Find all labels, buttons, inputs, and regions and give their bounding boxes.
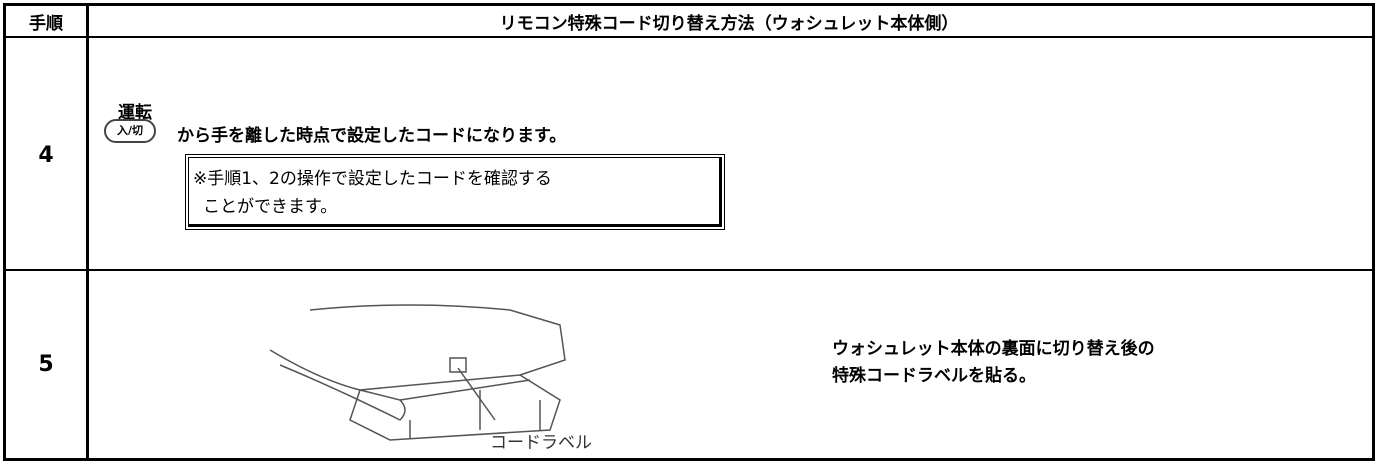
step-text: 特殊コードラベルを貼る。 <box>832 366 1036 386</box>
table-frame <box>3 3 1375 461</box>
button-caption: 運転 <box>118 103 152 123</box>
row-divider <box>3 36 1373 38</box>
column-divider <box>86 3 89 461</box>
illustration <box>269 304 566 441</box>
note-line: ※手順1、2の操作で設定したコードを確認する <box>193 169 552 189</box>
step-number: 5 <box>38 352 54 377</box>
illustration-label: コードラベル <box>490 433 592 453</box>
step-number: 4 <box>38 143 54 168</box>
note-line: ことができます。 <box>203 197 338 217</box>
step-text: から手を離した時点で設定したコードになります。 <box>177 126 567 146</box>
header-title: リモコン特殊コード切り替え方法（ウォシュレット本体側） <box>499 14 959 34</box>
step-text: ウォシュレット本体の裏面に切り替え後の <box>832 339 1155 359</box>
row-divider <box>3 269 1373 271</box>
header-step: 手順 <box>29 14 63 34</box>
button: 入/切 <box>104 119 156 143</box>
note-box: ※手順1、2の操作で設定したコードを確認する ことができます。 <box>185 154 725 230</box>
